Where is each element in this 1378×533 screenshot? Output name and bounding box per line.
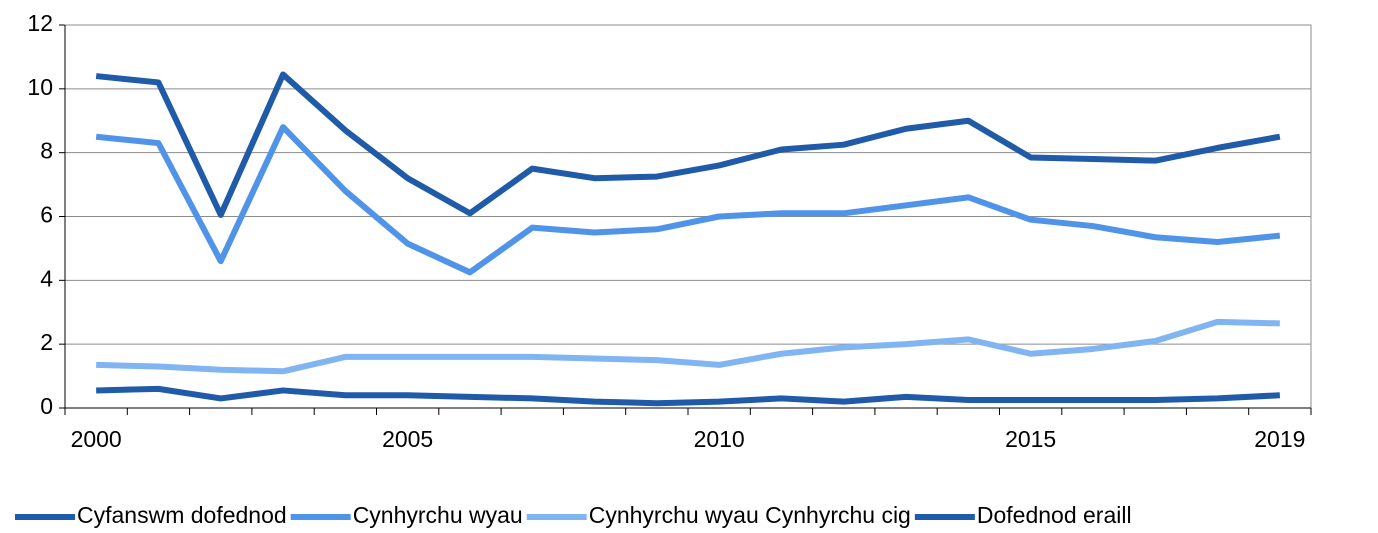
y-tick-label: 0 bbox=[40, 393, 53, 419]
y-tick-label: 6 bbox=[40, 202, 53, 228]
series-line bbox=[96, 385, 1281, 407]
x-tick-label: 2010 bbox=[694, 426, 745, 452]
legend-label: Cynhyrchu wyau Cynhyrchu cig bbox=[589, 502, 911, 528]
y-tick-label: 12 bbox=[27, 10, 53, 36]
series-line bbox=[95, 124, 1281, 276]
series-line bbox=[95, 71, 1281, 218]
legend-label: Cynhyrchu wyau bbox=[353, 502, 523, 528]
y-tick-label: 4 bbox=[40, 265, 53, 291]
y-tick-label: 2 bbox=[40, 329, 53, 355]
y-tick-label: 8 bbox=[40, 138, 53, 164]
x-tick-label: 2015 bbox=[1005, 426, 1056, 452]
legend-label: Dofednod eraill bbox=[977, 502, 1132, 528]
x-tick-label: 2019 bbox=[1254, 426, 1305, 452]
x-tick-label: 2000 bbox=[71, 426, 122, 452]
y-tick-label: 10 bbox=[27, 74, 53, 100]
x-tick-label: 2005 bbox=[382, 426, 433, 452]
legend-label: Cyfanswm dofednod bbox=[77, 502, 287, 528]
series-line bbox=[96, 318, 1280, 375]
